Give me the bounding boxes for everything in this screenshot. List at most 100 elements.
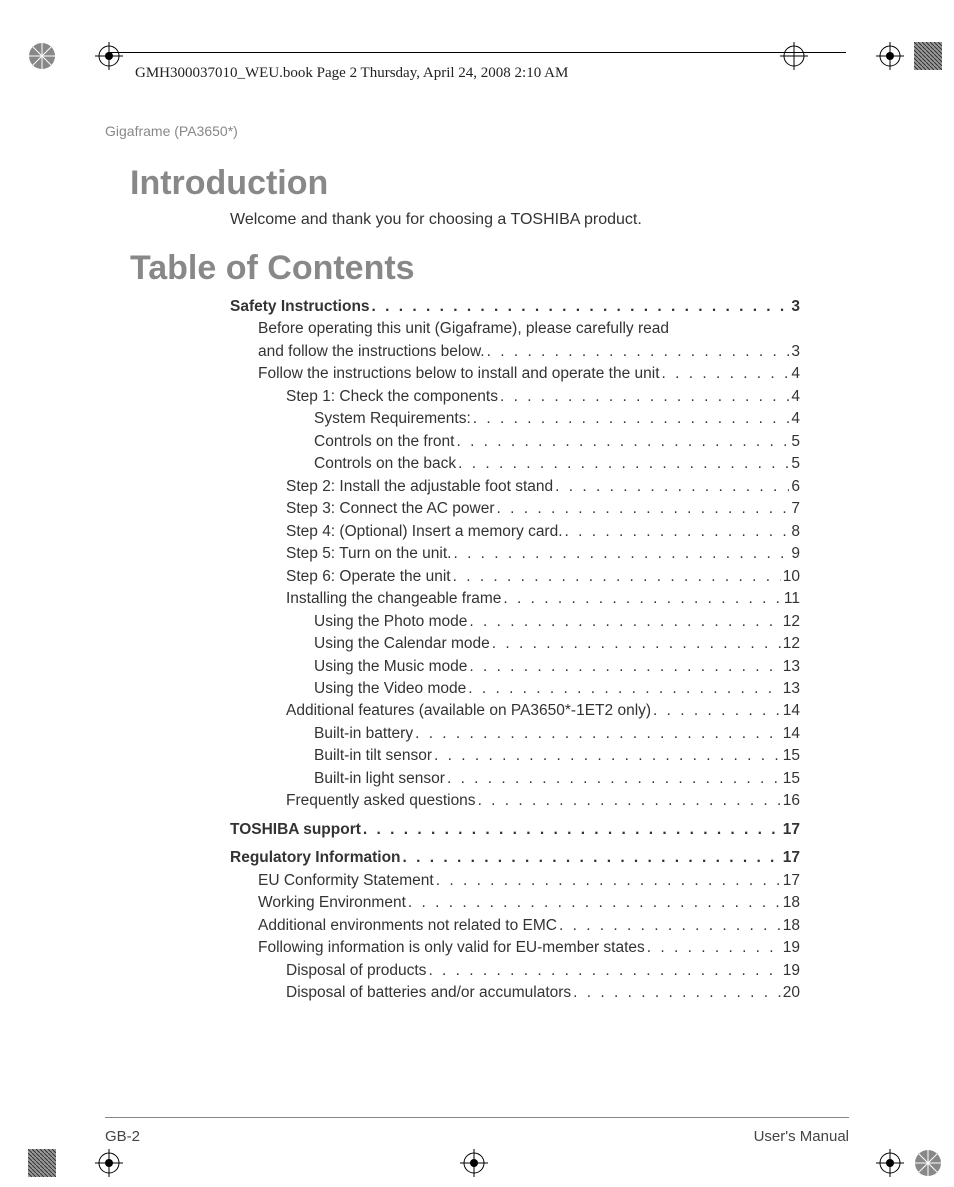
toc-leader-dots — [453, 543, 789, 565]
toc-heading: Table of Contents — [130, 249, 830, 288]
toc-entry-label: Additional features (available on PA3650… — [286, 700, 651, 722]
toc-entry-label: Disposal of batteries and/or accumulator… — [286, 982, 571, 1004]
toc-entry: Controls on the back 5 — [314, 453, 800, 475]
toc-entry-page: 4 — [791, 408, 800, 430]
toc-entry: Built-in light sensor15 — [314, 768, 800, 790]
toc-leader-dots — [469, 656, 780, 678]
toc-leader-dots — [363, 819, 781, 841]
intro-heading: Introduction — [130, 164, 830, 203]
toc-leader-dots — [492, 633, 781, 655]
toc-leader-dots — [497, 498, 790, 520]
toc-leader-dots — [372, 296, 790, 318]
toc-entry-page: 8 — [791, 521, 800, 543]
color-target-icon — [28, 42, 56, 70]
toc-entry-label: Following information is only valid for … — [258, 937, 645, 959]
registration-mark-icon — [876, 42, 904, 70]
toc-entry-page: 13 — [783, 656, 800, 678]
toc-leader-dots — [428, 960, 780, 982]
toc-leader-dots — [434, 745, 781, 767]
toc-leader-dots — [559, 915, 781, 937]
toc-entry-label: Follow the instructions below to install… — [258, 363, 660, 385]
toc-entry-page: 4 — [791, 386, 800, 408]
toc-leader-dots — [468, 678, 781, 700]
registration-mark-icon — [780, 42, 808, 70]
toc-entry: Step 5: Turn on the unit.9 — [286, 543, 800, 565]
toc-entry-page: 17 — [783, 847, 800, 869]
toc-entry-page: 12 — [783, 611, 800, 633]
toc-entry: Using the Photo mode12 — [314, 611, 800, 633]
footer-manual-label: User's Manual — [754, 1128, 849, 1145]
toc-leader-dots — [662, 363, 790, 385]
toc-leader-dots — [469, 611, 780, 633]
toc-entry-label: TOSHIBA support — [230, 819, 361, 841]
toc-entry-label: Step 2: Install the adjustable foot stan… — [286, 476, 553, 498]
toc-entry-label: EU Conformity Statement — [258, 870, 434, 892]
toc-entry-page: 16 — [783, 790, 800, 812]
toc-entry: Step 4: (Optional) Insert a memory card.… — [286, 521, 800, 543]
toc-entry-label: Controls on the front — [314, 431, 454, 453]
color-target-icon — [914, 42, 942, 70]
toc-leader-dots — [473, 408, 790, 430]
toc-entry: Step 6: Operate the unit10 — [286, 566, 800, 588]
crop-line — [108, 52, 846, 53]
toc-entry: and follow the instructions below. 3 — [258, 341, 800, 363]
registration-mark-icon — [95, 42, 123, 70]
footer-page-number: GB-2 — [105, 1128, 140, 1145]
toc-entry: Installing the changeable frame 11 — [286, 588, 800, 610]
toc-entry-page: 19 — [783, 937, 800, 959]
table-of-contents: Safety Instructions 3Before operating thi… — [230, 296, 800, 1005]
toc-entry: Step 2: Install the adjustable foot stan… — [286, 476, 800, 498]
intro-paragraph: Welcome and thank you for choosing a TOS… — [230, 211, 830, 229]
toc-entry-page: 15 — [783, 768, 800, 790]
toc-entry: Disposal of batteries and/or accumulator… — [286, 982, 800, 1004]
toc-entry-page: 20 — [783, 982, 800, 1004]
toc-leader-dots — [408, 892, 781, 914]
toc-entry-page: 18 — [783, 892, 800, 914]
toc-leader-dots — [458, 453, 789, 475]
toc-entry-label: Built-in tilt sensor — [314, 745, 432, 767]
toc-entry-label: Step 5: Turn on the unit. — [286, 543, 451, 565]
toc-leader-dots — [436, 870, 781, 892]
toc-entry-page: 17 — [783, 819, 800, 841]
toc-entry-label: Step 1: Check the components — [286, 386, 498, 408]
toc-entry: Disposal of products19 — [286, 960, 800, 982]
toc-entry: TOSHIBA support 17 — [230, 819, 800, 841]
toc-entry-label: Step 4: (Optional) Insert a memory card. — [286, 521, 563, 543]
registration-mark-icon — [876, 1149, 904, 1177]
toc-entry-label: Additional environments not related to E… — [258, 915, 557, 937]
toc-entry-label: Controls on the back — [314, 453, 456, 475]
toc-entry-wrap: Before operating this unit (Gigaframe), … — [258, 318, 800, 340]
toc-entry-label: System Requirements: — [314, 408, 471, 430]
toc-entry-page: 17 — [783, 870, 800, 892]
toc-entry: Additional environments not related to E… — [258, 915, 800, 937]
toc-entry-page: 13 — [783, 678, 800, 700]
toc-entry-page: 11 — [784, 588, 800, 610]
toc-entry-page: 3 — [791, 296, 800, 318]
toc-entry: Step 1: Check the components 4 — [286, 386, 800, 408]
toc-leader-dots — [403, 847, 781, 869]
toc-entry: Built-in battery14 — [314, 723, 800, 745]
toc-entry-label: Safety Instructions — [230, 296, 370, 318]
toc-entry-label: Installing the changeable frame — [286, 588, 501, 610]
toc-entry-page: 5 — [791, 453, 800, 475]
toc-entry-label: Built-in battery — [314, 723, 413, 745]
toc-leader-dots — [573, 982, 781, 1004]
toc-entry: Using the Video mode13 — [314, 678, 800, 700]
toc-entry-page: 6 — [791, 476, 800, 498]
toc-entry-label: Disposal of products — [286, 960, 426, 982]
toc-entry: Using the Calendar mode12 — [314, 633, 800, 655]
toc-entry: Controls on the front 5 — [314, 431, 800, 453]
toc-entry-page: 15 — [783, 745, 800, 767]
toc-entry: Step 3: Connect the AC power7 — [286, 498, 800, 520]
toc-entry-label: and follow the instructions below. — [258, 341, 485, 363]
registration-mark-icon — [95, 1149, 123, 1177]
toc-entry-label: Working Environment — [258, 892, 406, 914]
toc-entry-page: 5 — [791, 431, 800, 453]
toc-leader-dots — [478, 790, 781, 812]
toc-entry-page: 3 — [791, 341, 800, 363]
toc-entry-label: Step 3: Connect the AC power — [286, 498, 495, 520]
toc-entry: Safety Instructions 3 — [230, 296, 800, 318]
toc-entry-page: 18 — [783, 915, 800, 937]
toc-entry-page: 4 — [791, 363, 800, 385]
toc-entry-label: Regulatory Information — [230, 847, 401, 869]
